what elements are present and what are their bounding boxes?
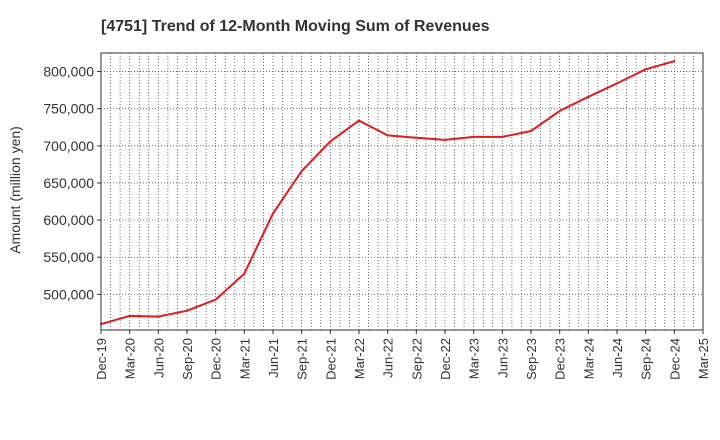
- data-point: [472, 135, 475, 138]
- data-point: [415, 136, 418, 139]
- data-point: [329, 140, 332, 143]
- data-point: [444, 138, 446, 141]
- data-point: [214, 298, 217, 301]
- y-tick-label: 750,000: [43, 101, 94, 117]
- y-axis-ticks: 500,000 550,000 600,000 650,000 700,000 750,0…: [43, 64, 101, 302]
- data-point: [386, 134, 389, 137]
- data-point: [157, 315, 160, 318]
- x-tick-label: Sep-20: [180, 338, 195, 380]
- x-axis-ticks: Dec-19 Mar-20 Jun-20 Sep-20 Dec-20 Mar-21 Jun-…: [94, 330, 711, 380]
- x-tick-label: Dec-23: [553, 338, 568, 380]
- data-point: [501, 135, 504, 138]
- data-point: [128, 314, 131, 317]
- x-tick-label: Dec-21: [323, 338, 338, 380]
- data-point: [530, 129, 532, 132]
- data-point: [300, 170, 303, 173]
- x-tick-label: Dec-24: [667, 338, 682, 380]
- x-tick-label: Sep-21: [295, 338, 310, 380]
- x-tick-label: Jun-22: [381, 338, 396, 378]
- x-tick-label: Mar-20: [123, 338, 138, 379]
- plot-frame: [100, 52, 704, 331]
- data-point: [587, 95, 590, 98]
- grid-lines: [101, 53, 703, 330]
- x-tick-label: Sep-24: [639, 338, 654, 380]
- x-tick-label: Mar-23: [467, 338, 482, 379]
- chart-title: [4751] Trend of 12-Month Moving Sum of R…: [101, 18, 490, 35]
- x-tick-label: Mar-21: [237, 338, 252, 379]
- data-point: [358, 119, 360, 122]
- y-tick-label: 700,000: [43, 138, 94, 154]
- data-point: [243, 272, 246, 275]
- x-tick-label: Sep-22: [409, 338, 424, 380]
- data-point: [558, 109, 561, 112]
- x-tick-label: Dec-20: [209, 338, 224, 380]
- y-tick-label: 500,000: [43, 286, 94, 302]
- data-point: [616, 82, 618, 85]
- data-point: [673, 60, 676, 63]
- x-tick-label: Dec-22: [438, 338, 453, 380]
- x-tick-label: Jun-23: [495, 338, 510, 378]
- x-tick-label: Sep-23: [524, 338, 539, 380]
- y-tick-label: 550,000: [43, 249, 94, 265]
- x-tick-label: Jun-20: [151, 338, 166, 378]
- y-tick-label: 800,000: [43, 64, 94, 80]
- data-point: [644, 68, 647, 71]
- series-group: [100, 60, 676, 326]
- x-tick-label: Mar-25: [696, 338, 711, 379]
- x-tick-label: Mar-22: [352, 338, 367, 379]
- data-point: [186, 309, 188, 312]
- x-tick-label: Mar-24: [581, 338, 596, 379]
- x-tick-label: Dec-19: [94, 338, 109, 380]
- x-tick-label: Jun-24: [610, 338, 625, 378]
- x-tick-label: Jun-21: [266, 338, 281, 378]
- y-axis-label: Amount (million yen): [7, 126, 23, 254]
- y-tick-label: 650,000: [43, 175, 94, 191]
- y-tick-label: 600,000: [43, 212, 94, 228]
- data-point: [272, 212, 274, 215]
